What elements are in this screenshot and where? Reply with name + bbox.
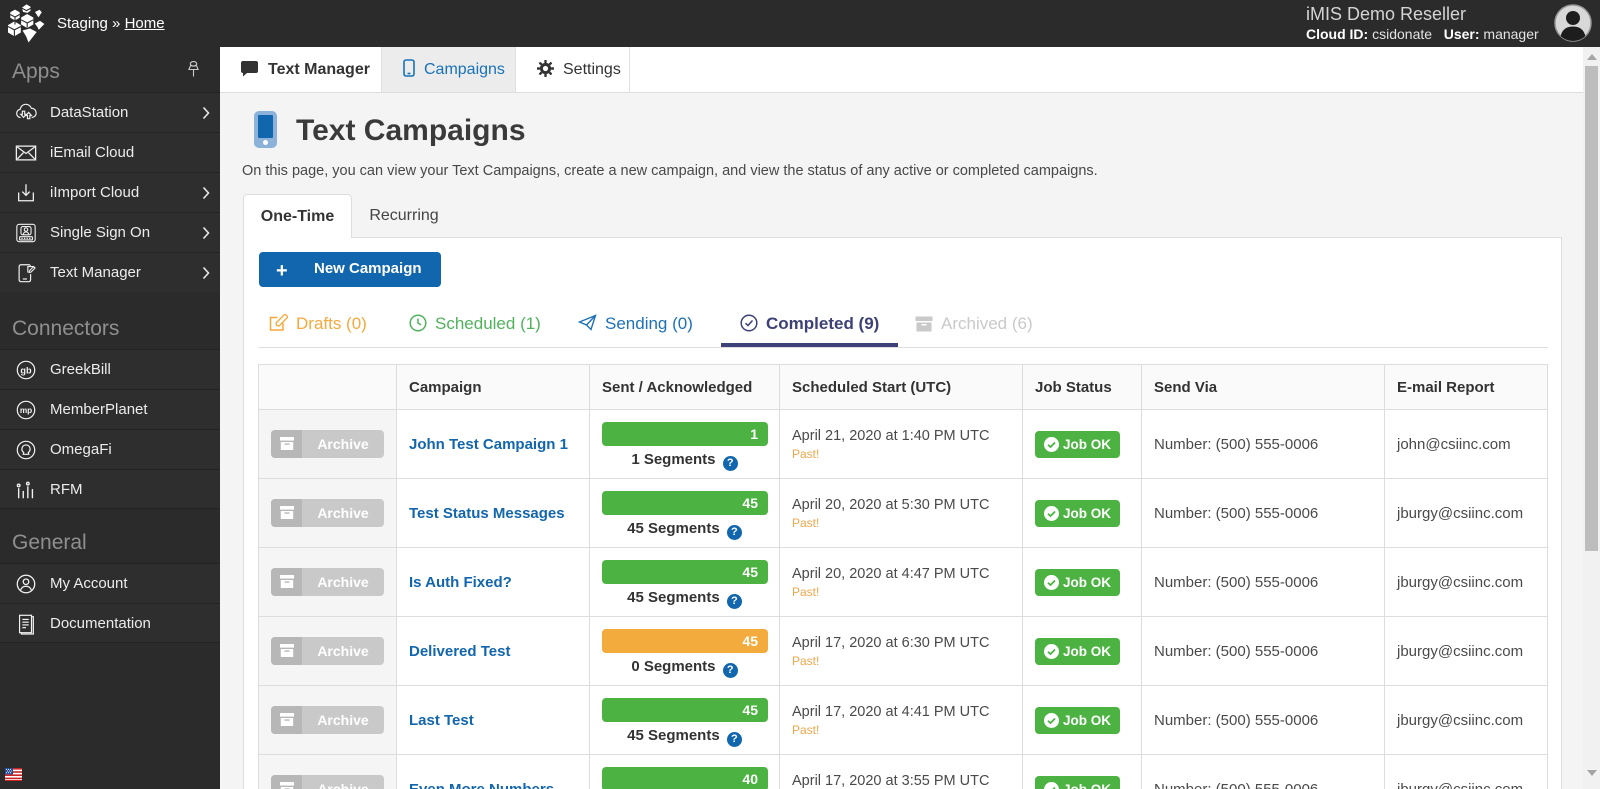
- svg-text:mp: mp: [20, 406, 32, 415]
- svg-text:gb: gb: [20, 366, 32, 376]
